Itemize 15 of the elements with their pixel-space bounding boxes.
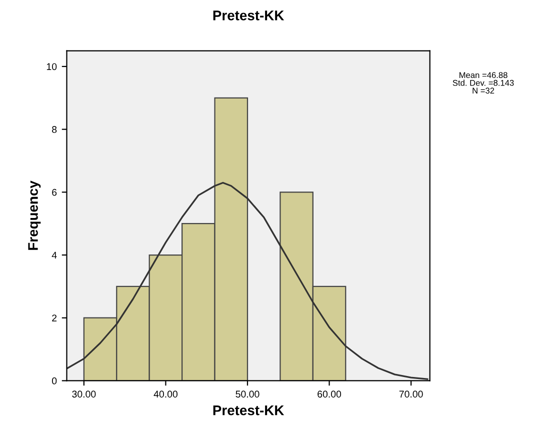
text: Mean =46.88 Std. Dev. =8.143 N =32 <box>452 72 514 94</box>
x-tick-label: 50.00 <box>236 390 260 398</box>
x-axis-title: Pretest-KK <box>213 406 284 416</box>
y-tick-label: 4 <box>52 252 57 259</box>
x-tick-label: 40.00 <box>154 390 178 398</box>
y-tick-label: 8 <box>52 126 57 133</box>
y-tick-label: 10 <box>46 63 57 70</box>
chart-title: Pretest-KK <box>213 10 284 20</box>
y-tick-label: 0 <box>52 377 57 384</box>
y-tick-label: 2 <box>52 314 57 322</box>
x-tick-label: 30.00 <box>72 390 96 398</box>
y-axis-title: Frequency <box>28 180 41 250</box>
x-tick-label: 60.00 <box>318 390 342 398</box>
y-tick-label: 6 <box>52 188 57 196</box>
x-tick-label: 70.00 <box>399 390 423 398</box>
